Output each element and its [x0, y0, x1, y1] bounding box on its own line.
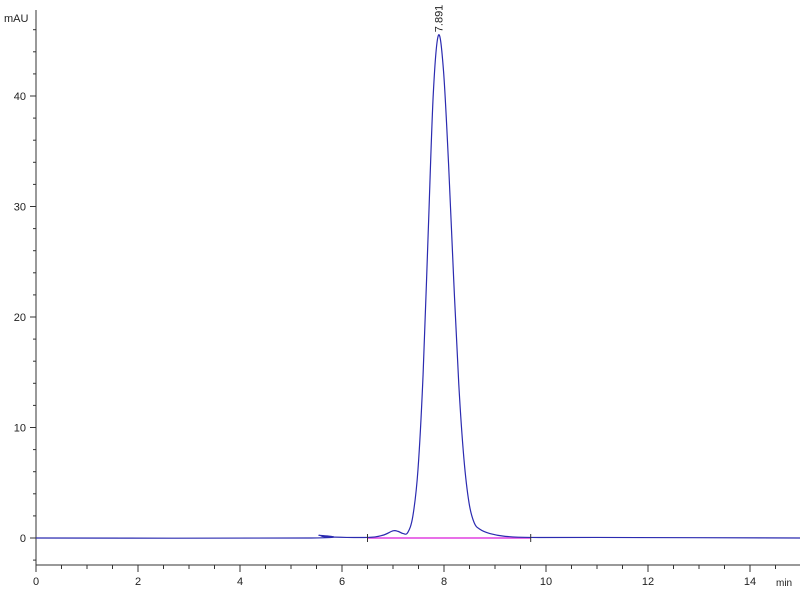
x-tick-label: 0 [33, 576, 39, 588]
x-tick-label: 4 [237, 576, 243, 588]
y-tick-label: 30 [14, 202, 26, 214]
x-tick-label: 8 [441, 576, 447, 588]
x-tick-label: 14 [744, 576, 756, 588]
signal-trace [35, 34, 800, 539]
ticks: 0 2 4 6 8 10 12 14 0 10 20 30 40 [14, 29, 776, 588]
y-axis-label: mAU [4, 13, 29, 25]
axes [35, 10, 800, 566]
y-tick-label: 0 [20, 533, 26, 545]
annotations: 7.891 [367, 5, 532, 542]
y-tick-label: 10 [14, 423, 26, 435]
x-tick-label: 10 [540, 576, 552, 588]
x-tick-label: 12 [642, 576, 654, 588]
peak-label: 7.891 [433, 5, 445, 33]
x-tick-label: 6 [339, 576, 345, 588]
x-tick-label: 2 [135, 576, 141, 588]
y-tick-label: 20 [14, 312, 26, 324]
x-axis-label: min [776, 578, 792, 589]
y-tick-label: 40 [14, 91, 26, 103]
